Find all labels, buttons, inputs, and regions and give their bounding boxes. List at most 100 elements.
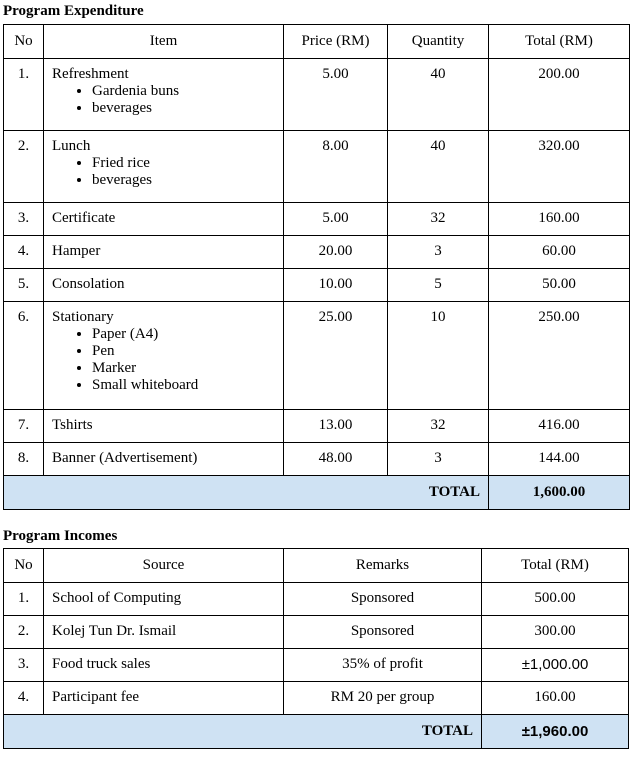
price-cell-text: 5.00 bbox=[322, 210, 349, 226]
total-row: TOTAL 1,600.00 bbox=[3, 475, 630, 510]
total-cell: 300.00 bbox=[481, 615, 629, 649]
table-row: 4. Hamper 20.00 3 60.00 bbox=[3, 235, 630, 269]
quantity-cell-text: 32 bbox=[430, 210, 446, 226]
total-cell-text: 300.00 bbox=[534, 623, 576, 639]
item-cell-text: Refreshment bbox=[52, 66, 129, 82]
total-cell-text: 250.00 bbox=[538, 309, 580, 325]
price-cell: 10.00 bbox=[283, 268, 388, 302]
no-cell-text: 4. bbox=[17, 243, 30, 259]
table-row: 3. Certificate 5.00 32 160.00 bbox=[3, 202, 630, 236]
sub-item-list: Paper (A4)PenMarkerSmall whiteboard bbox=[52, 326, 275, 394]
price-cell-text: 13.00 bbox=[318, 417, 353, 433]
table-row: 7. Tshirts 13.00 32 416.00 bbox=[3, 409, 630, 443]
total-value: 1,600.00 bbox=[488, 475, 630, 510]
price-cell: 48.00 bbox=[283, 442, 388, 476]
quantity-cell-text: 10 bbox=[430, 309, 446, 325]
col-header: Total (RM) bbox=[488, 24, 630, 59]
source-cell-text: Participant fee bbox=[52, 689, 140, 705]
item-cell-text: Consolation bbox=[52, 276, 125, 292]
price-cell-text: 5.00 bbox=[322, 66, 349, 82]
total-cell-text: 320.00 bbox=[538, 138, 580, 154]
no-cell-text: 6. bbox=[17, 309, 30, 325]
total-cell: 500.00 bbox=[481, 582, 629, 616]
quantity-cell-text: 3 bbox=[434, 450, 442, 466]
sub-item: Fried rice bbox=[92, 155, 275, 172]
expenditure-table: No Item Price (RM) Quantity Total (RM) 1… bbox=[3, 24, 630, 510]
source-cell: School of Computing bbox=[43, 582, 284, 616]
quantity-cell: 32 bbox=[387, 409, 489, 443]
remarks-cell-text: RM 20 per group bbox=[330, 689, 435, 705]
total-label: TOTAL bbox=[3, 714, 482, 749]
no-cell: 8. bbox=[3, 442, 44, 476]
quantity-cell: 3 bbox=[387, 235, 489, 269]
no-cell: 6. bbox=[3, 301, 44, 410]
no-cell: 7. bbox=[3, 409, 44, 443]
price-cell: 5.00 bbox=[283, 58, 388, 131]
quantity-cell: 40 bbox=[387, 130, 489, 203]
item-cell-text: Stationary bbox=[52, 309, 114, 325]
total-label: TOTAL bbox=[3, 475, 489, 510]
header-row: No Item Price (RM) Quantity Total (RM) bbox=[3, 24, 630, 59]
table-row: 3. Food truck sales 35% of profit ±1,000.00 bbox=[3, 648, 629, 682]
total-cell-text: 200.00 bbox=[538, 66, 580, 82]
total-cell-text: ±1,000.00 bbox=[521, 656, 589, 673]
total-cell-text: 160.00 bbox=[534, 689, 576, 705]
total-cell: 416.00 bbox=[488, 409, 630, 443]
item-cell: Consolation bbox=[43, 268, 284, 302]
price-cell-text: 20.00 bbox=[318, 243, 353, 259]
no-cell: 2. bbox=[3, 615, 44, 649]
source-cell-text: Kolej Tun Dr. Ismail bbox=[52, 623, 177, 639]
no-cell: 4. bbox=[3, 681, 44, 715]
item-cell-text: Banner (Advertisement) bbox=[52, 450, 198, 466]
item-cell-text: Tshirts bbox=[52, 417, 93, 433]
header-row: No Source Remarks Total (RM) bbox=[3, 548, 629, 583]
item-cell: RefreshmentGardenia bunsbeverages bbox=[43, 58, 284, 131]
quantity-cell: 40 bbox=[387, 58, 489, 131]
quantity-cell: 3 bbox=[387, 442, 489, 476]
table-row: 2. LunchFried ricebeverages 8.00 40 320.00 bbox=[3, 130, 630, 203]
total-cell: ±1,000.00 bbox=[481, 648, 629, 682]
remarks-cell-text: 35% of profit bbox=[342, 656, 423, 672]
source-cell-text: Food truck sales bbox=[52, 656, 151, 672]
total-row: TOTAL ±1,960.00 bbox=[3, 714, 629, 749]
total-cell: 250.00 bbox=[488, 301, 630, 410]
no-cell: 4. bbox=[3, 235, 44, 269]
no-cell-text: 7. bbox=[17, 417, 30, 433]
sub-item: Paper (A4) bbox=[92, 326, 275, 343]
total-cell-text: 500.00 bbox=[534, 590, 576, 606]
col-header: No bbox=[3, 548, 44, 583]
no-cell-text: 3. bbox=[17, 656, 30, 672]
col-header: Total (RM) bbox=[481, 548, 629, 583]
price-cell-text: 8.00 bbox=[322, 138, 349, 154]
sub-item: beverages bbox=[92, 100, 275, 117]
remarks-cell: Sponsored bbox=[283, 615, 482, 649]
source-cell: Food truck sales bbox=[43, 648, 284, 682]
item-cell-text: Certificate bbox=[52, 210, 116, 226]
sub-item: Pen bbox=[92, 343, 275, 360]
price-cell: 20.00 bbox=[283, 235, 388, 269]
no-cell-text: 5. bbox=[17, 276, 30, 292]
sub-item: Marker bbox=[92, 360, 275, 377]
table-row: 2. Kolej Tun Dr. Ismail Sponsored 300.00 bbox=[3, 615, 629, 649]
total-cell-text: 144.00 bbox=[538, 450, 580, 466]
total-cell: 50.00 bbox=[488, 268, 630, 302]
quantity-cell: 32 bbox=[387, 202, 489, 236]
no-cell: 2. bbox=[3, 130, 44, 203]
total-cell-text: 160.00 bbox=[538, 210, 580, 226]
quantity-cell: 5 bbox=[387, 268, 489, 302]
sub-item-list: Fried ricebeverages bbox=[52, 155, 275, 189]
source-cell: Participant fee bbox=[43, 681, 284, 715]
col-header: Item bbox=[43, 24, 284, 59]
table-row: 1. RefreshmentGardenia bunsbeverages 5.00 4… bbox=[3, 58, 630, 131]
total-cell: 144.00 bbox=[488, 442, 630, 476]
total-cell: 200.00 bbox=[488, 58, 630, 131]
no-cell-text: 8. bbox=[17, 450, 30, 466]
remarks-cell-text: Sponsored bbox=[350, 590, 415, 606]
no-cell: 5. bbox=[3, 268, 44, 302]
price-cell: 8.00 bbox=[283, 130, 388, 203]
no-cell-text: 2. bbox=[17, 138, 30, 154]
table-row: 6. StationaryPaper (A4)PenMarkerSmall whi… bbox=[3, 301, 630, 410]
quantity-cell-text: 40 bbox=[430, 66, 446, 82]
col-header: Price (RM) bbox=[283, 24, 388, 59]
item-cell: Certificate bbox=[43, 202, 284, 236]
